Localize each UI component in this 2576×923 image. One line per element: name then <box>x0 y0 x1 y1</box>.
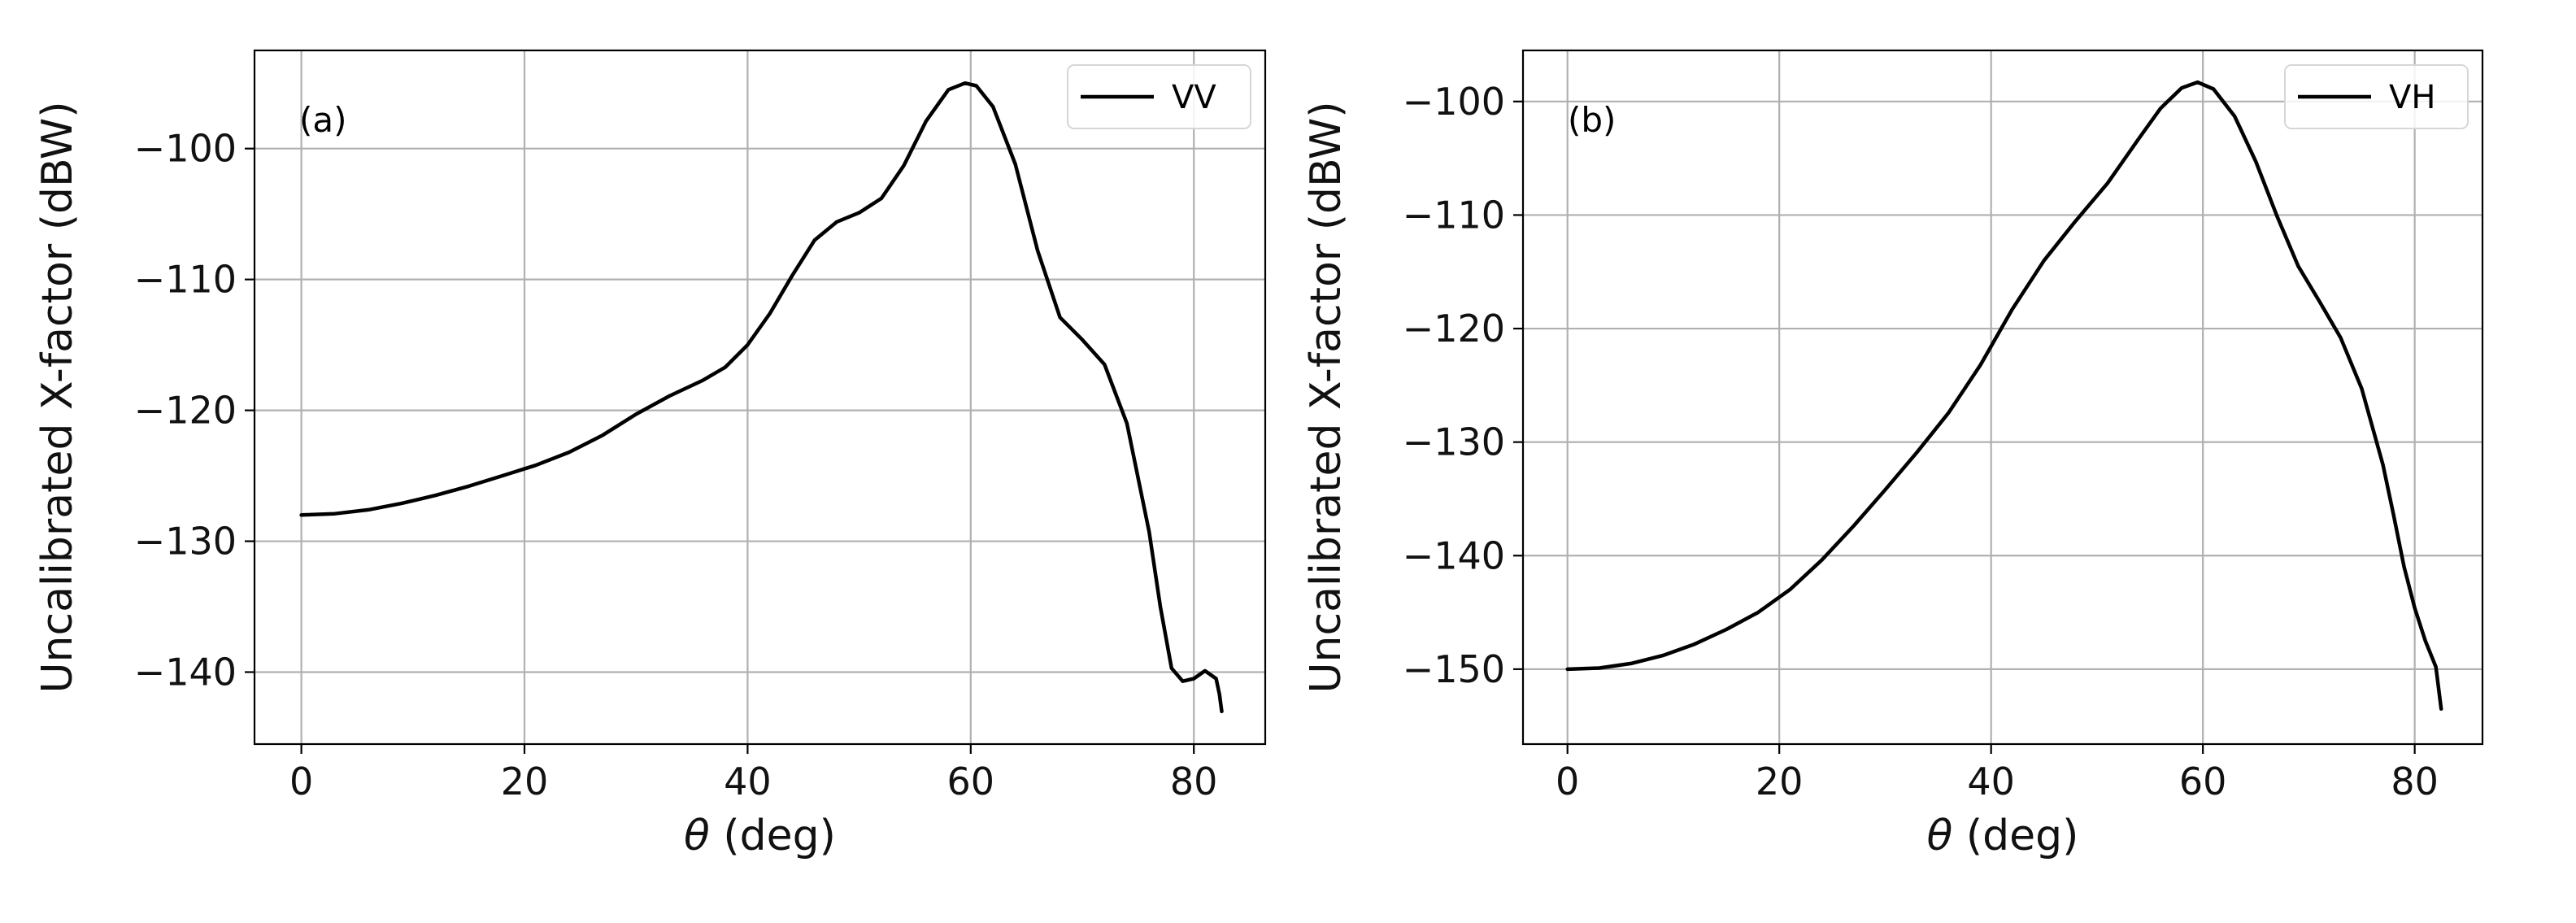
y-tick-label: −100 <box>1403 80 1505 124</box>
x-tick-label: 40 <box>1967 760 2015 803</box>
axes-frame <box>1521 49 2484 746</box>
legend: VH <box>2284 64 2469 129</box>
chart-panel-a: 0 20 40 60 80 −140 −130 −120 −110 −100 θ (deg) Unca… <box>33 49 1267 860</box>
y-tick-label: −130 <box>134 520 237 564</box>
x-axis-unit: (deg) <box>1952 812 2078 860</box>
legend: VV <box>1067 64 1251 129</box>
y-tick-label: −130 <box>1403 420 1505 464</box>
x-tick-label: 20 <box>1756 760 1804 803</box>
legend-box <box>2284 64 2469 129</box>
x-tick-label: 0 <box>289 760 313 803</box>
x-tick-label: 80 <box>2391 760 2439 803</box>
legend-label-vv: VV <box>1172 79 1216 116</box>
y-tick-label: −120 <box>1403 307 1505 350</box>
y-axis-label: Uncalibrated X-factor (dBW) <box>1302 101 1351 693</box>
x-tick-label: 80 <box>1170 760 1218 803</box>
x-axis-unit: (deg) <box>710 812 836 860</box>
x-tick-label: 0 <box>1556 760 1579 803</box>
panel-label: (a) <box>299 100 347 140</box>
y-tick-label: −140 <box>1403 533 1505 577</box>
panel-label: (b) <box>1568 100 1616 140</box>
x-tick-label: 20 <box>501 760 549 803</box>
x-tick-label: 60 <box>947 760 995 803</box>
x-axis-label: θ (deg) <box>1927 812 2079 860</box>
x-tick-label: 40 <box>724 760 772 803</box>
x-axis-label: θ (deg) <box>684 812 836 860</box>
y-tick-label: −110 <box>134 258 237 302</box>
chart-panel-b: 0 20 40 60 80 −150 −140 −130 −120 −110 −100 θ (deg)… <box>1302 49 2484 860</box>
legend-box <box>1067 64 1251 129</box>
y-tick-label: −110 <box>1403 193 1505 237</box>
x-axis-symbol: θ <box>684 812 710 860</box>
y-tick-label: −150 <box>1403 647 1505 691</box>
y-tick-label: −100 <box>134 127 237 171</box>
series-line-vv <box>299 81 1224 714</box>
axes-frame <box>253 49 1267 746</box>
y-tick-label: −120 <box>134 389 237 433</box>
y-axis-label: Uncalibrated X-factor (dBW) <box>33 101 82 693</box>
series-line-vh <box>1565 80 2443 711</box>
legend-label-vh: VH <box>2389 79 2435 116</box>
y-tick-label: −140 <box>134 650 237 694</box>
x-axis-symbol: θ <box>1927 812 1953 860</box>
x-tick-label: 60 <box>2179 760 2227 803</box>
